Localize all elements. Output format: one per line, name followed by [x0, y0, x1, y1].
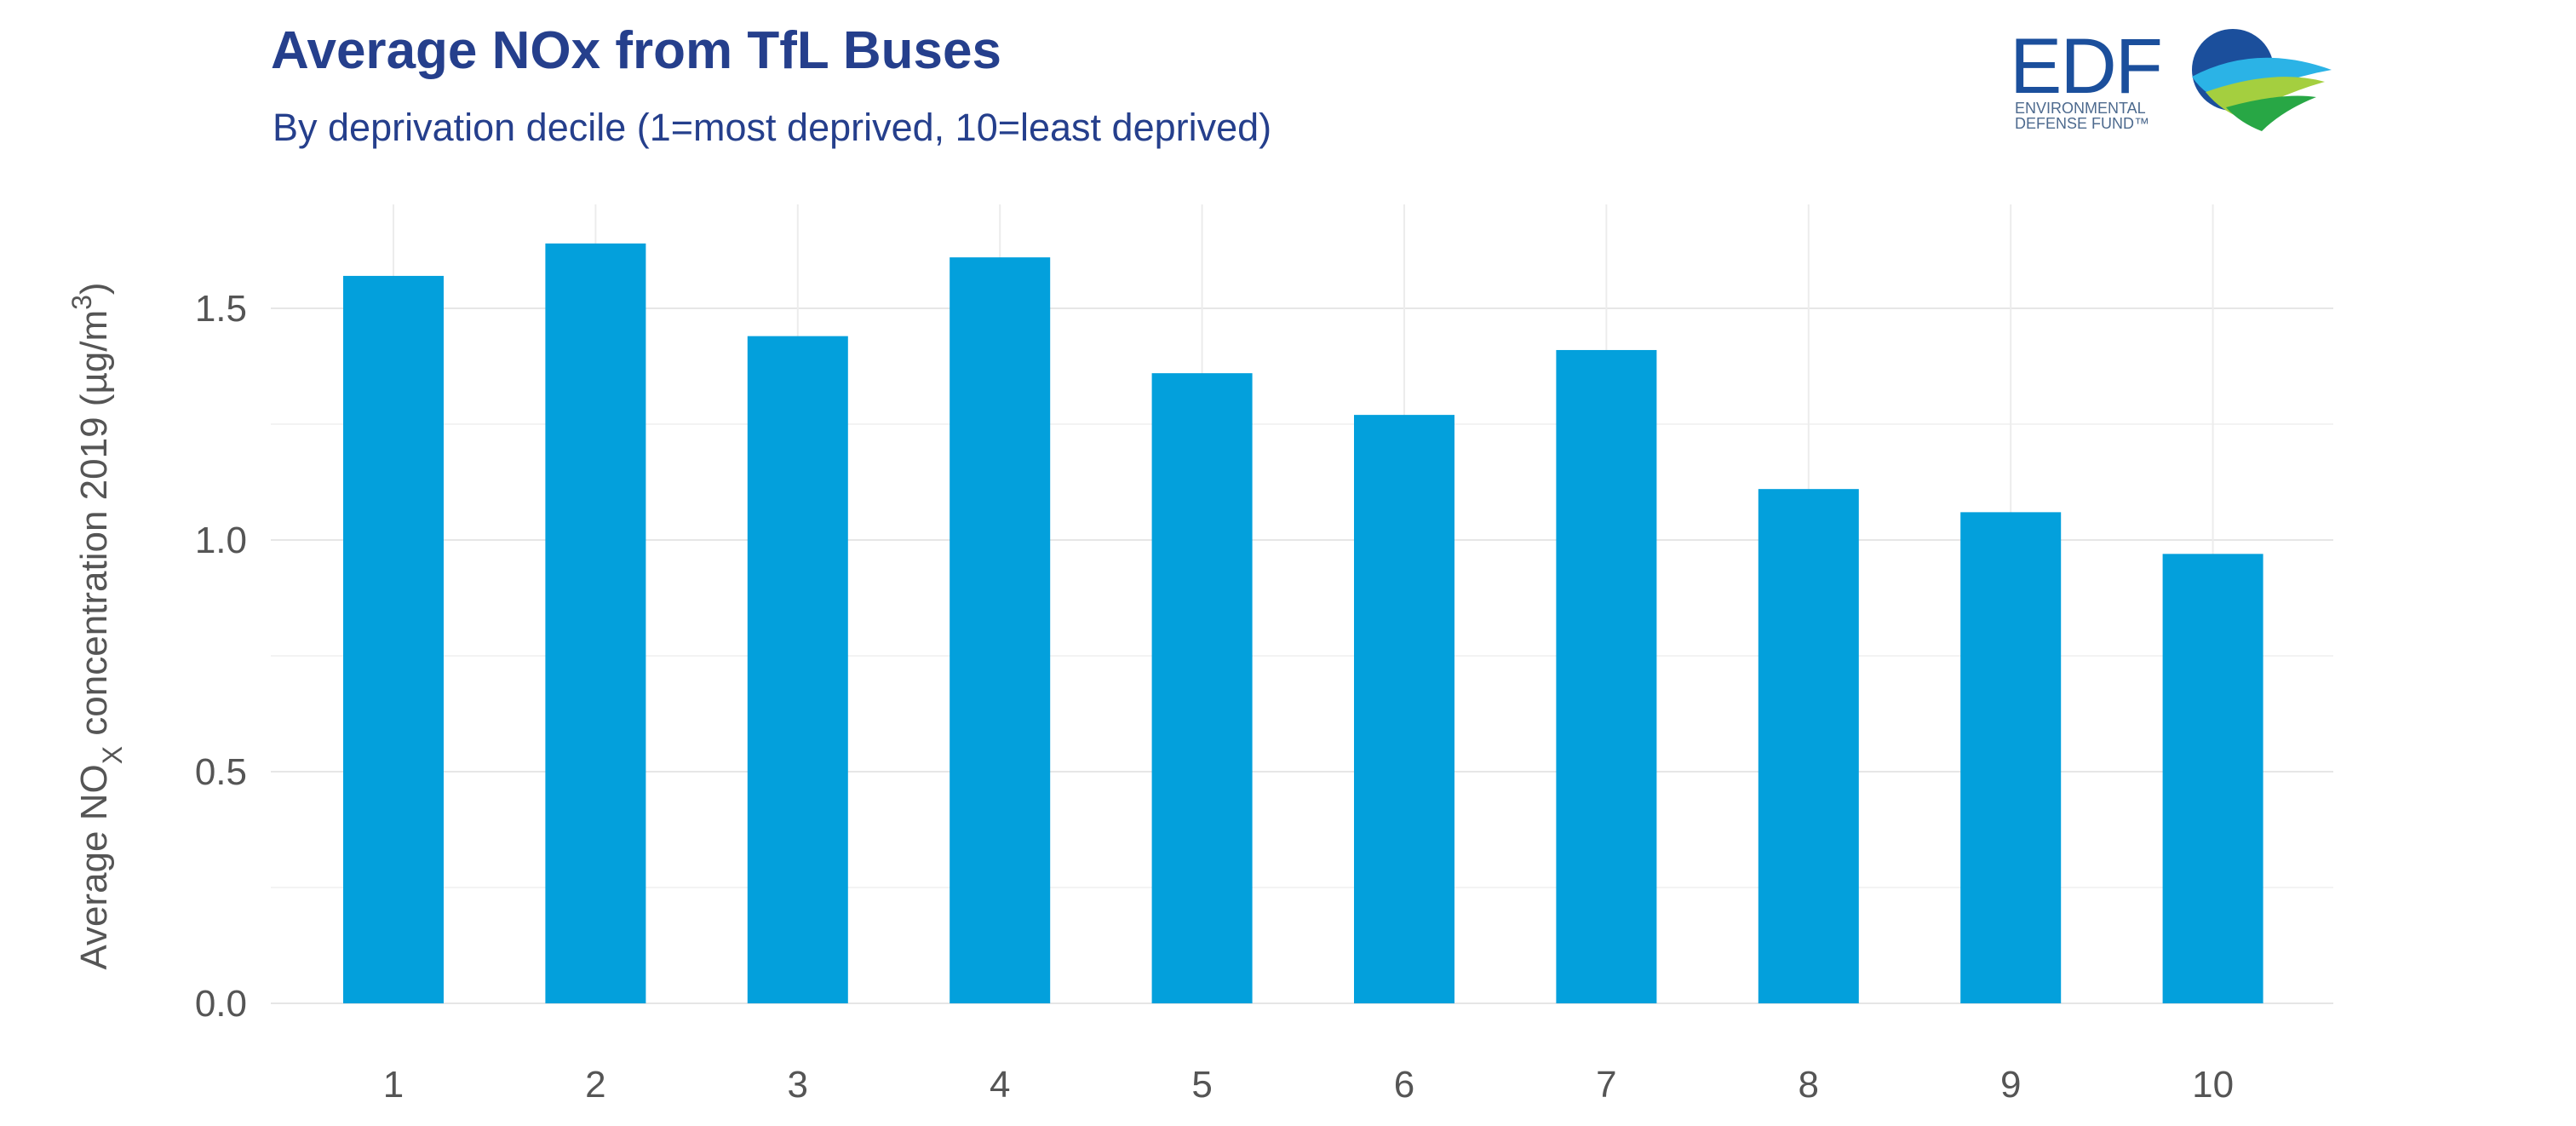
x-tick-label: 9 [2000, 1064, 2021, 1106]
x-tick-label: 4 [990, 1064, 1010, 1106]
y-tick-label: 0.0 [195, 983, 247, 1025]
x-tick-label: 6 [1394, 1064, 1414, 1106]
y-tick-label: 1.5 [195, 288, 247, 330]
logo-subtitle-line2: DEFENSE FUND™ [2015, 115, 2150, 132]
logo-wordmark: EDF [2010, 23, 2163, 110]
bar-3 [747, 336, 848, 1003]
x-tick-label: 8 [1799, 1064, 1819, 1106]
x-tick-label: 2 [585, 1064, 605, 1106]
x-tick-label: 1 [383, 1064, 404, 1106]
bar-5 [1151, 373, 1253, 1003]
bar-10 [2162, 554, 2263, 1003]
bar-4 [950, 257, 1051, 1003]
x-tick-label: 5 [1191, 1064, 1212, 1106]
bar-7 [1556, 349, 1657, 1004]
edf-logo: EDF ENVIRONMENTAL DEFENSE FUND™ [2010, 24, 2333, 143]
y-axis-title: Average NOX concentration 2019 (µg/m3) [66, 282, 128, 969]
chart-title: Average NOx from TfL Buses [271, 21, 1001, 80]
x-tick-label: 7 [1596, 1064, 1616, 1106]
bar-8 [1758, 489, 1859, 1003]
y-tick-label: 1.0 [195, 520, 247, 561]
logo-subtitle-line1: ENVIRONMENTAL [2015, 100, 2146, 117]
x-tick-label: 10 [2192, 1064, 2234, 1106]
logo-swoosh-green [2226, 95, 2316, 131]
logo-subtitle: ENVIRONMENTAL DEFENSE FUND™ [2015, 101, 2149, 131]
x-tick-labels: 1 2 3 4 5 6 7 8 9 10 [383, 1064, 2234, 1106]
x-tick-label: 3 [788, 1064, 808, 1106]
bar-2 [545, 243, 646, 1004]
chart-subtitle: By deprivation decile (1=most deprived, … [273, 106, 1272, 149]
y-tick-label: 0.5 [195, 751, 247, 793]
bar-9 [1960, 512, 2062, 1003]
bar-1 [343, 275, 444, 1003]
y-tick-labels: 0.0 0.5 1.0 1.5 [195, 288, 247, 1025]
bars [343, 243, 2263, 1004]
logo-globe-icon [2192, 29, 2332, 131]
bar-6 [1354, 415, 1454, 1003]
